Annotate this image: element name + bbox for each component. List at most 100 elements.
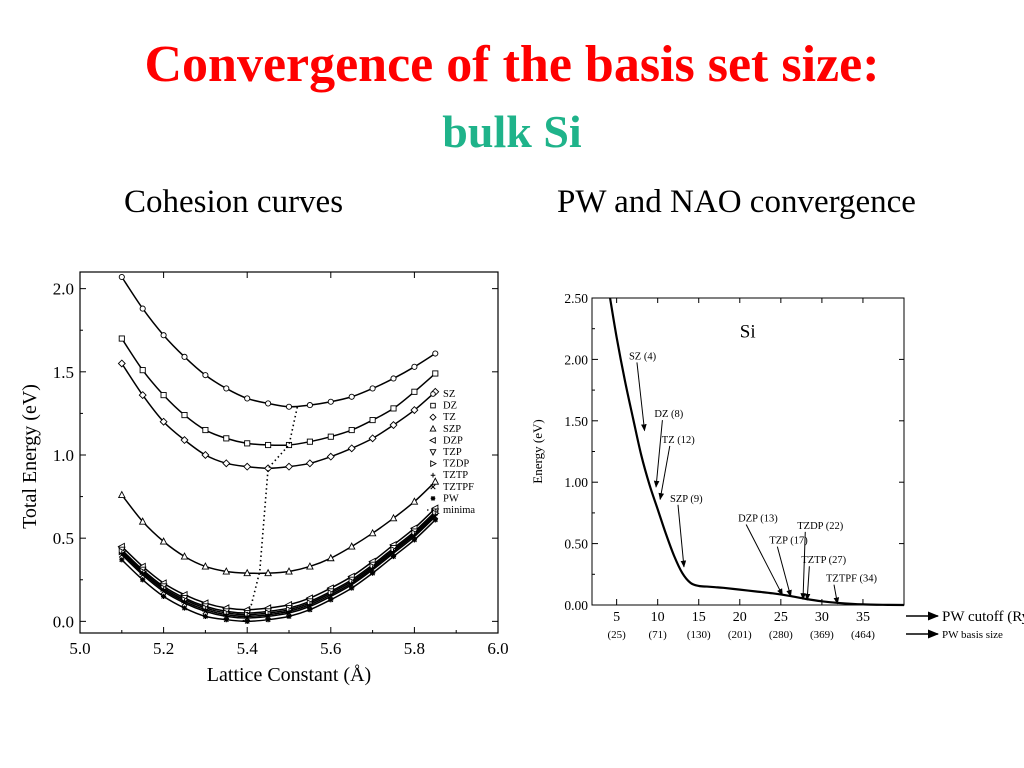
series-line-dz xyxy=(121,338,436,447)
annotation-label-tzp-17: TZP (17) xyxy=(769,536,808,547)
data-point-pw xyxy=(161,593,167,600)
y-tick-label: 2.0 xyxy=(53,280,74,299)
annotation-tztpf-34: TZTPF (34) xyxy=(826,574,878,605)
data-point-pw xyxy=(181,605,188,611)
legend-label-sz: SZ xyxy=(443,389,455,400)
legend-marker-pw xyxy=(430,496,436,501)
x-tick-label: 5 xyxy=(613,610,620,625)
annotation-label-dzp-13: DZP (13) xyxy=(738,513,778,524)
data-point-tztpf xyxy=(181,600,188,607)
annotation-arrow-tzp-17 xyxy=(776,546,792,598)
data-point-sz xyxy=(118,273,125,281)
x-tick-label: 20 xyxy=(733,610,747,625)
annotation-sz-4: SZ (4) xyxy=(629,351,657,432)
series-line-tzp xyxy=(121,511,436,614)
x-tick-label: 5.6 xyxy=(320,639,341,658)
data-point-dz xyxy=(390,405,397,412)
data-point-tz xyxy=(305,459,314,468)
annotation-arrow-szp-9 xyxy=(677,504,687,568)
x-axis-label: Lattice Constant (Å) xyxy=(207,664,371,686)
data-point-tz xyxy=(222,459,231,468)
annotation-arrow-dz-8 xyxy=(653,420,663,488)
x-tick-label: 5.8 xyxy=(404,639,425,658)
data-point-tz xyxy=(159,417,168,426)
legend-marker-dz xyxy=(430,402,436,409)
x2-tick-label: (201) xyxy=(728,629,752,641)
data-point-sz xyxy=(202,372,209,379)
data-point-dz xyxy=(411,388,418,395)
annotation-arrow-sz-4 xyxy=(636,362,647,432)
data-point-szp xyxy=(306,562,314,570)
data-point-pw xyxy=(328,597,334,603)
annotation-arrow-dzp-13 xyxy=(745,524,783,596)
data-point-dz xyxy=(181,412,188,419)
series-line-sz xyxy=(121,276,436,408)
data-point-dz xyxy=(160,392,167,399)
series-line-pw xyxy=(608,297,905,607)
y-tick-label: 0.00 xyxy=(564,598,588,613)
y-axis-label: Total Energy (eV) xyxy=(19,384,41,529)
data-point-pw xyxy=(119,557,125,563)
data-point-pw xyxy=(370,570,376,576)
x-tick-label: 15 xyxy=(692,610,706,625)
series-line-tztpf xyxy=(121,516,436,619)
legend-label-tztpf: TZTPF xyxy=(443,482,474,493)
data-point-szp xyxy=(285,567,293,575)
x-axis-label: PW cutoff (Ry) xyxy=(942,609,1024,625)
data-point-sz xyxy=(139,305,146,312)
data-point-szp xyxy=(138,517,147,525)
series-line-szp xyxy=(121,481,436,575)
data-point-tz xyxy=(180,436,189,445)
x2-tick-label: (130) xyxy=(687,629,711,641)
data-point-tz xyxy=(243,462,252,471)
cohesion-curves-chart: 5.0 5.2 5.4 5.6 5.8 6.0 0.0 0.5 1.0 1.5 2.0 Lattice… xyxy=(19,271,509,686)
data-point-szp xyxy=(368,528,377,537)
series-line-tztp xyxy=(121,514,436,618)
data-point-szp xyxy=(243,568,252,577)
legend-marker-tzdp xyxy=(430,460,437,468)
x2-tick-label: (280) xyxy=(769,629,793,641)
data-point-sz xyxy=(327,398,334,405)
caption-pw-nao-convergence: PW and NAO convergence xyxy=(557,184,916,220)
data-point-szp xyxy=(389,513,398,522)
x2-tick-label: (25) xyxy=(607,629,626,641)
y-tick-label: 2.50 xyxy=(564,291,588,306)
series-line-dzp xyxy=(121,507,436,611)
x-tick-label: 25 xyxy=(774,610,788,625)
y-tick-label: 1.50 xyxy=(564,414,588,429)
annotation-label-szp-9: SZP (9) xyxy=(670,494,703,505)
slide-title: Convergence of the basis set size: xyxy=(144,36,880,93)
legend-marker-szp xyxy=(429,424,437,432)
data-point-szp xyxy=(326,553,335,562)
data-point-tz xyxy=(117,359,126,368)
data-point-pw xyxy=(411,537,417,543)
annotation-label-tztp-27: TZTP (27) xyxy=(801,555,846,566)
series-line-tz xyxy=(121,363,436,470)
series-sz xyxy=(118,273,439,410)
annotation-szp-9: SZP (9) xyxy=(670,494,703,568)
legend-marker-dzp xyxy=(429,436,436,444)
data-point-tz xyxy=(284,462,294,471)
data-point-dz xyxy=(348,426,355,434)
data-point-dz xyxy=(265,441,272,449)
x2-tick-label: (71) xyxy=(649,629,668,641)
data-point-sz xyxy=(306,402,313,409)
data-point-dz xyxy=(432,370,439,377)
data-point-tz xyxy=(347,444,356,453)
series-tzp xyxy=(117,508,440,618)
data-point-pw xyxy=(307,607,313,613)
legend-label-pw: PW xyxy=(443,493,459,504)
legend-marker-tzp xyxy=(429,449,437,456)
data-point-szp xyxy=(159,537,168,545)
data-point-sz xyxy=(244,395,251,402)
data-point-sz xyxy=(411,363,418,370)
data-point-sz xyxy=(265,400,272,407)
data-point-dz xyxy=(202,426,209,434)
data-point-szp xyxy=(180,552,189,560)
data-point-dz xyxy=(327,433,334,440)
data-point-tz xyxy=(368,434,377,443)
x-tick-label: 5.4 xyxy=(237,639,259,658)
y-tick-label: 1.5 xyxy=(53,363,74,382)
data-point-sz xyxy=(160,332,167,339)
data-point-szp xyxy=(201,562,210,570)
